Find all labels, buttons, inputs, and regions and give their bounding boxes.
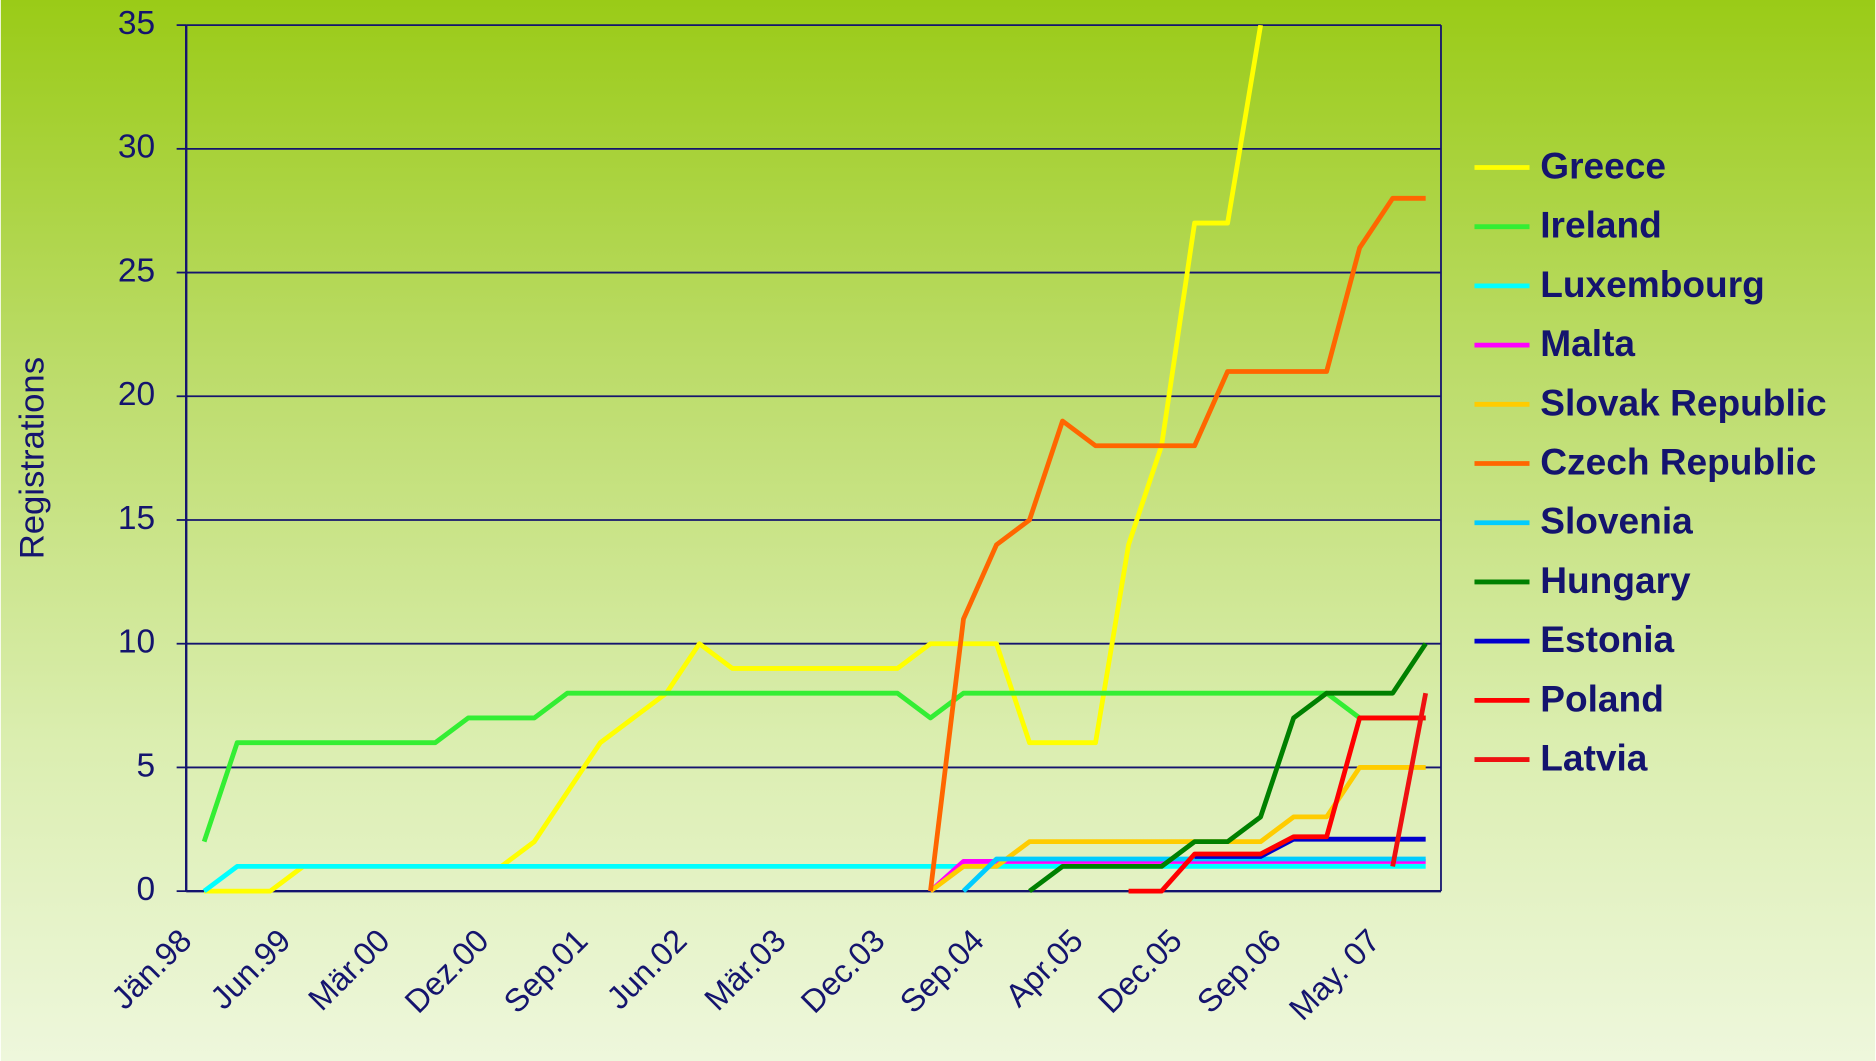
legend-label: Greece (1540, 144, 1666, 186)
series-line (928, 859, 1426, 893)
legend-label: Estonia (1540, 618, 1674, 660)
y-tick-label: 5 (136, 747, 155, 784)
legend-label: Czech Republic (1540, 441, 1816, 483)
series-line (1390, 692, 1429, 867)
series-line (201, 690, 1426, 843)
y-tick-label: 30 (118, 129, 155, 166)
series-line (928, 195, 1426, 892)
series-line (1194, 836, 1426, 859)
y-tick-label: 10 (118, 624, 155, 661)
series-line (1128, 715, 1426, 894)
series-line (929, 765, 1426, 894)
legend-label: Luxembourg (1540, 263, 1765, 305)
legend-label: Hungary (1540, 559, 1691, 601)
series-line (202, 864, 1426, 894)
legend-label: Slovenia (1540, 500, 1693, 542)
y-tick-label: 35 (118, 5, 155, 42)
legend-label: Slovak Republic (1540, 381, 1826, 423)
legend-label: Malta (1540, 322, 1635, 364)
series-line (961, 856, 1426, 893)
legend-label: Poland (1540, 677, 1664, 719)
legend-label: Ireland (1540, 204, 1662, 246)
series-line (1028, 642, 1428, 894)
y-tick-label: 15 (118, 500, 155, 537)
legend-label: Latvia (1540, 737, 1648, 779)
y-axis-label: Registrations (13, 357, 51, 559)
y-tick-label: 25 (118, 252, 155, 289)
y-tick-label: 20 (118, 376, 155, 413)
y-tick-label: 0 (136, 871, 155, 908)
